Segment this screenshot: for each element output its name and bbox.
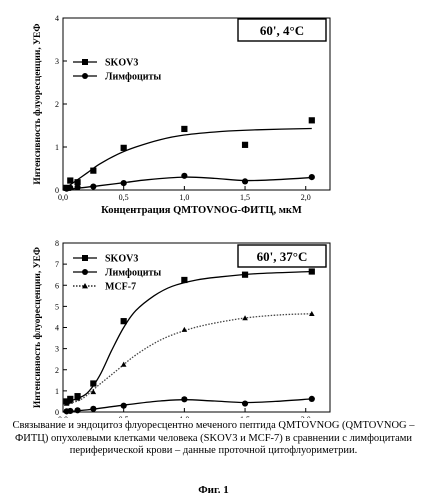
series-лимфоциты: Лимфоциты	[63, 268, 315, 415]
x-tick-label: 1,5	[240, 415, 250, 418]
x-tick-label: 0,0	[58, 193, 68, 202]
data-point	[182, 327, 188, 332]
x-tick-label: 0,5	[119, 415, 129, 418]
data-point	[90, 183, 96, 189]
data-point	[309, 174, 315, 180]
x-tick-label: 0,5	[119, 193, 129, 202]
y-tick-label: 8	[55, 239, 59, 248]
x-tick-label: 1,0	[179, 193, 189, 202]
data-point	[90, 380, 96, 386]
condition-label: 60', 37°C	[257, 249, 308, 264]
legend-label: SKOV3	[105, 254, 138, 265]
data-point	[121, 403, 127, 409]
data-point	[181, 126, 187, 132]
data-point	[309, 311, 315, 316]
chart-panel-1: 012340,00,51,01,52,0Концентрация QMTOVNO…	[32, 14, 330, 216]
legend-marker	[82, 269, 88, 275]
x-tick-label: 1,0	[179, 415, 189, 418]
figure-label: Фиг. 1	[0, 484, 427, 496]
y-tick-label: 2	[55, 100, 59, 109]
x-tick-label: 2,0	[301, 415, 311, 418]
x-axis-label: Концентрация QMTOVNOG-ФИТЦ, мкМ	[101, 205, 302, 216]
data-point	[242, 178, 248, 184]
data-point	[181, 277, 187, 283]
y-axis-label: Интенсивность флуоресценции, УЕФ	[32, 23, 43, 184]
data-point	[309, 268, 315, 274]
legend-marker	[82, 255, 88, 261]
fit-curve	[63, 399, 312, 412]
data-point	[309, 396, 315, 402]
x-tick-label: 1,5	[240, 193, 250, 202]
fit-curve	[67, 314, 312, 404]
y-tick-label: 4	[55, 324, 59, 333]
y-tick-label: 1	[55, 387, 59, 396]
data-point	[242, 400, 248, 406]
y-tick-label: 2	[55, 366, 59, 375]
data-point	[242, 142, 248, 148]
legend-label: Лимфоциты	[105, 268, 161, 279]
y-tick-label: 7	[55, 260, 59, 269]
legend-label: Лимфоциты	[105, 72, 161, 83]
data-point	[74, 407, 80, 413]
y-tick-label: 5	[55, 302, 59, 311]
y-tick-label: 3	[55, 345, 59, 354]
data-point	[242, 272, 248, 278]
data-point	[181, 396, 187, 402]
y-tick-label: 3	[55, 57, 59, 66]
data-point	[67, 185, 73, 191]
x-tick-label: 0,0	[58, 415, 68, 418]
series-лимфоциты: Лимфоциты	[63, 72, 315, 192]
condition-label: 60', 4°C	[260, 23, 304, 38]
data-point	[121, 318, 127, 324]
legend-marker	[82, 59, 88, 65]
data-point	[309, 117, 315, 123]
data-point	[121, 145, 127, 151]
plot-frame	[63, 18, 330, 190]
data-point	[67, 408, 73, 414]
y-tick-label: 1	[55, 143, 59, 152]
data-point	[74, 184, 80, 190]
legend-label: MCF-7	[105, 282, 136, 293]
data-point	[121, 180, 127, 186]
series-mcf-7: MCF-7	[64, 282, 315, 406]
x-tick-label: 2,0	[301, 193, 311, 202]
y-axis-label: Интенсивность флуоресценции, УЕФ	[32, 247, 43, 408]
plot-frame	[63, 243, 330, 412]
legend-marker	[82, 73, 88, 79]
figure-caption: Связывание и эндоцитоз флуоресцентно меч…	[4, 420, 423, 458]
data-point	[90, 168, 96, 174]
y-tick-label: 4	[55, 14, 59, 23]
legend-label: SKOV3	[105, 58, 138, 69]
figure-canvas: 012340,00,51,01,52,0Концентрация QMTOVNO…	[0, 0, 427, 418]
fit-curve	[63, 129, 312, 191]
series-skov3: SKOV3	[63, 58, 315, 191]
data-point	[90, 406, 96, 412]
data-point	[67, 177, 73, 183]
fit-curve	[63, 177, 312, 190]
data-point	[181, 173, 187, 179]
chart-panel-2: 0123456780,00,51,01,52,0Концентрация QMT…	[32, 239, 330, 418]
y-tick-label: 6	[55, 281, 59, 290]
